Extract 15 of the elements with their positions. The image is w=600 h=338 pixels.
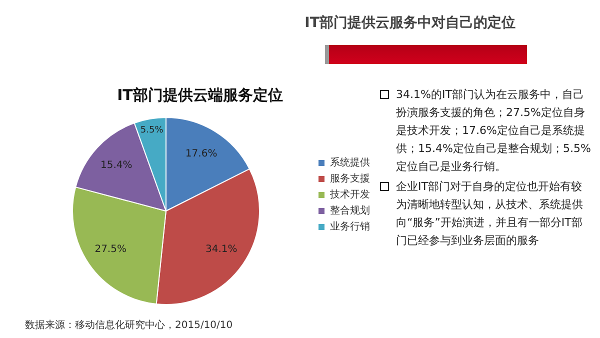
data-label: 15.4% — [100, 160, 132, 172]
data-label: 34.1% — [206, 244, 238, 255]
legend-label: 系统提供 — [330, 156, 370, 169]
legend-label: 整合规划 — [330, 204, 370, 217]
data-label: 17.6% — [185, 148, 218, 160]
legend-label: 服务支援 — [330, 172, 370, 185]
text: 企业IT部门对于自身的定位也开始有较为清晰地转型认知，从技术、系统提供向“服务”开始演进，并且有一部分IT部门已经参与到业务层面的服务 — [396, 180, 583, 247]
source-note: 数据来源：移动信息化研究中心，2015/10/10 — [25, 318, 233, 332]
data-label: 5.5% — [140, 125, 164, 136]
legend-label: 技术开发 — [329, 188, 370, 201]
legend-label: 业务行销 — [330, 220, 370, 233]
text: 34.1%的IT部门认为在云服务中，自己扮演服务支援的角色；27.5%定位自身是技术开发；17.6%定位自己是系统提供；15.4%定位自己是整合规划；5.5%定位自己是业务行销。 — [396, 88, 591, 173]
text: IT部门提供云服务中对自己的定位 — [304, 14, 516, 32]
chart-subtitle: IT部门提供云端服务定位 — [117, 86, 283, 104]
data-label: 27.5% — [94, 244, 126, 255]
